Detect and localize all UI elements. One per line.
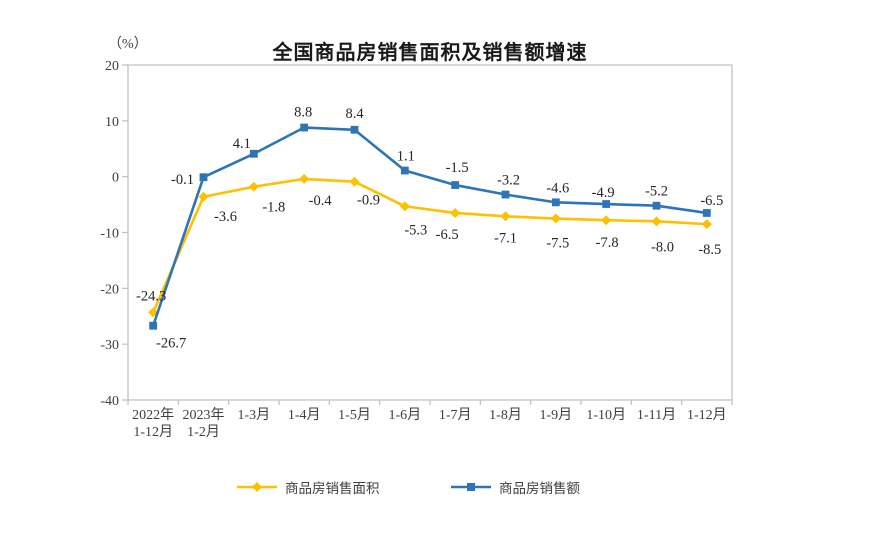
sales-area-point-marker (601, 215, 612, 226)
legend-label-sales-amount: 商品房销售额 (499, 481, 580, 496)
legend-item-sales-area: 商品房销售面积 (236, 477, 380, 497)
x-axis-category-label: 1-7月 (439, 407, 472, 423)
x-axis-category-label: 1-12月 (687, 407, 727, 423)
sales-amount-data-label: 8.8 (294, 105, 312, 121)
sales-amount-line (151, 126, 709, 328)
x-axis-category-label: 1-5月 (338, 407, 371, 423)
sales-area-data-label: -8.5 (698, 242, 721, 258)
sales-area-point-marker (450, 207, 461, 218)
sales-amount-data-label: 4.1 (233, 136, 251, 152)
sales-area-data-label: -1.8 (262, 200, 285, 216)
sales-amount-data-label: -4.6 (546, 180, 569, 196)
sales-area-legend-point (252, 482, 262, 492)
x-axis-category-label: 1-6月 (388, 407, 421, 423)
y-axis-unit-label: （%） (108, 37, 148, 52)
sales-amount-data-label: -5.2 (645, 184, 668, 200)
sales-amount-point-marker (451, 181, 460, 189)
sales-area-line (151, 177, 709, 314)
sales-amount-point-marker (350, 125, 359, 134)
sales-amount-point-marker (652, 201, 661, 210)
sales-area-point-marker (399, 201, 410, 212)
sales-area-data-label: -7.1 (494, 230, 517, 246)
sales-area-data-label: -24.3 (136, 288, 166, 304)
sales-area-point-marker (500, 211, 511, 222)
legend-label-sales-area: 商品房销售面积 (285, 481, 380, 496)
sales-amount-point-marker (501, 190, 510, 199)
sales-area-data-label: -7.5 (546, 236, 569, 252)
sales-area-point-marker (701, 219, 712, 230)
x-axis-category-label: 1-9月 (539, 407, 572, 423)
sales-area-point-marker (349, 176, 360, 187)
plot-border (127, 64, 733, 401)
sales-amount-point-marker (249, 149, 258, 158)
x-axis-category-label: 1-3月 (237, 407, 270, 423)
sales-amount-point-marker (300, 123, 309, 132)
sales-area-data-label: -7.8 (596, 235, 619, 251)
sales-amount-point-marker (702, 209, 711, 217)
sales-area-point-marker (248, 181, 259, 192)
sales-amount-point-marker (551, 198, 560, 207)
x-axis-category-label: 1-11月 (637, 407, 676, 423)
y-axis-tick-label: 10 (105, 115, 119, 130)
sales-amount-point-marker (149, 321, 158, 330)
sales-area-data-label: -0.9 (357, 193, 380, 209)
chart-legend: 商品房销售面积 商品房销售额 (236, 476, 580, 498)
sales-amount-data-label: -4.9 (592, 185, 615, 201)
x-axis-category-label: 1-4月 (288, 407, 321, 423)
sales-amount-legend-marker (451, 483, 491, 491)
sales-amount-data-label: -0.1 (171, 172, 194, 188)
sales-amount-point-marker (400, 166, 409, 175)
y-axis-tick-label: -10 (100, 227, 119, 242)
sales-area-point-marker (651, 216, 662, 227)
y-axis-tick-label: 0 (112, 171, 119, 186)
sales-area-point-marker (550, 213, 561, 224)
sales-amount-data-label: -3.2 (497, 173, 520, 189)
sales-amount-data-label: -1.5 (446, 160, 469, 176)
sales-area-data-label: -3.6 (214, 209, 237, 225)
x-axis-category-label: 1-10月 (586, 407, 626, 423)
sales-area-data-label: -0.4 (309, 193, 333, 209)
y-axis-tick-label: -30 (100, 338, 119, 353)
sales-area-point-marker (299, 173, 310, 184)
sales-area-data-label: -8.0 (651, 239, 674, 255)
sales-amount-legend-point (467, 483, 475, 491)
chart-title: 全国商品房销售面积及销售额增速 (272, 42, 588, 64)
sales-amount-point-marker (199, 173, 208, 182)
sales-area-data-label: -6.5 (436, 227, 459, 243)
y-axis-tick-label: -20 (100, 282, 119, 297)
sales-amount-data-label: -26.7 (156, 336, 186, 352)
x-axis-category-label: 2023年 1-2月 (183, 407, 225, 440)
sales-amount-data-label: 1.1 (397, 149, 415, 165)
sales-amount-point-marker (602, 200, 611, 208)
sales-area-point-marker (198, 191, 209, 202)
y-axis-tick-label: 20 (105, 59, 119, 74)
sales-area-legend-marker (237, 482, 277, 492)
sales-amount-data-label: 8.4 (345, 106, 364, 122)
sales-area-data-label: -5.3 (404, 222, 427, 238)
y-axis-tick-label: -40 (100, 394, 119, 409)
x-axis-category-label: 2022年 1-12月 (132, 407, 174, 440)
x-axis-category-label: 1-8月 (489, 407, 522, 423)
legend-item-sales-amount: 商品房销售额 (450, 477, 580, 497)
sales-amount-data-label: -6.5 (700, 193, 723, 209)
